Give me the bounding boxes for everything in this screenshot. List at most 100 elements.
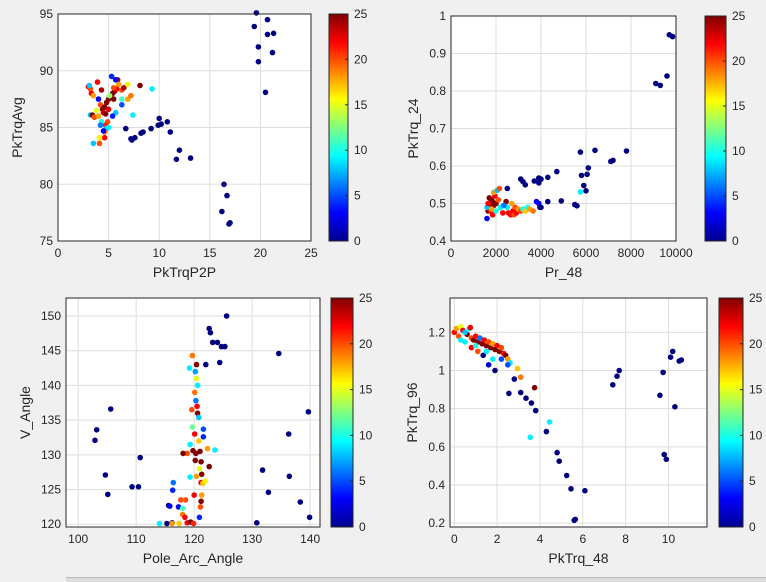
colorbar-tick-label: 20	[749, 337, 763, 351]
scatter-point	[546, 419, 553, 425]
scatter-point	[194, 382, 201, 389]
y-tick-label: 0.6	[429, 159, 446, 173]
scatter-point	[505, 362, 511, 368]
axes-frame	[450, 15, 677, 242]
scatter-point	[189, 424, 196, 430]
scatter-point	[614, 373, 620, 380]
scatter-point	[119, 96, 125, 102]
scatter-point	[105, 124, 112, 131]
scatter-point	[262, 89, 269, 96]
colorbar-tick-label: 10	[732, 144, 746, 158]
scatter-point	[130, 112, 136, 118]
scatter-point	[577, 149, 584, 155]
scatter-point	[661, 451, 667, 458]
y-axis-label: PkTrq_24	[405, 98, 421, 158]
scatter-point	[472, 342, 479, 349]
scatter-point	[522, 182, 529, 188]
colorbar-tick-label: 5	[732, 189, 739, 203]
x-axis-label: Pole_Arc_Angle	[143, 550, 244, 566]
scatter-point	[490, 356, 496, 362]
scatter-point	[554, 168, 560, 175]
scatter-point	[264, 31, 271, 38]
scatter-point	[167, 503, 173, 510]
scatter-point	[204, 445, 211, 452]
colorbar-tick-label: 5	[359, 474, 366, 488]
colorbar	[718, 297, 744, 528]
scatter-point	[532, 407, 539, 414]
scatter-point	[500, 210, 506, 216]
scatter-point	[488, 206, 495, 212]
scatter-point	[95, 113, 102, 119]
y-tick-label: 90	[40, 64, 54, 78]
scatter-point	[484, 215, 490, 222]
scatter-point	[222, 343, 228, 350]
scatter-point	[107, 406, 114, 412]
colorbar-tick-label: 15	[359, 383, 373, 397]
scatter-point	[95, 96, 102, 102]
y-tick-label: 125	[41, 483, 61, 497]
scatter-point	[468, 344, 475, 351]
scatter-point	[255, 58, 262, 65]
scatter-point	[672, 404, 678, 410]
y-tick-label: 150	[41, 309, 61, 323]
colorbar-tick-label: 25	[359, 291, 373, 305]
scatter-point	[475, 348, 481, 355]
scatter-point	[148, 125, 154, 132]
scatter-point	[523, 395, 529, 402]
scatter-point	[578, 172, 585, 179]
scatter-point	[462, 339, 468, 345]
x-tick-label: 25	[304, 246, 318, 260]
scatter-point	[97, 122, 104, 128]
axes-background	[450, 298, 707, 527]
y-tick-label: 0.4	[428, 478, 445, 492]
scatter-point	[197, 504, 204, 510]
x-tick-label: 0	[55, 246, 62, 260]
y-tick-label: 1	[439, 9, 446, 23]
y-tick-label: 130	[41, 448, 61, 462]
scatter-point	[112, 77, 119, 83]
y-tick-label: 0.5	[429, 197, 446, 211]
scatter-point	[197, 448, 203, 455]
scatter-point	[200, 434, 207, 440]
scatter-point	[511, 376, 518, 382]
scatter-point	[109, 113, 116, 119]
y-tick-label: 0.6	[428, 440, 445, 454]
scatter-point	[660, 369, 666, 376]
scatter-point	[501, 202, 507, 209]
x-tick-label: 2000	[483, 246, 510, 260]
scatter-point	[170, 479, 177, 486]
scatter-point	[187, 474, 193, 480]
x-tick-label: 10000	[659, 246, 693, 260]
scatter-point	[543, 428, 550, 435]
x-axis-label: PkTrqP2P	[153, 264, 216, 280]
scatter-point	[285, 431, 292, 437]
scatter-point	[93, 427, 100, 433]
scatter-point	[108, 73, 115, 80]
scatter-point	[198, 498, 204, 505]
scatter-point	[485, 362, 492, 368]
colorbar-tick-label: 20	[354, 52, 368, 66]
scatter-point	[173, 156, 180, 163]
scatter-point	[198, 471, 205, 478]
scatter-point	[90, 92, 97, 99]
scatter-point	[664, 73, 670, 79]
y-tick-label: 0.8	[428, 402, 445, 416]
scatter-point	[192, 368, 199, 375]
y-tick-label: 120	[41, 517, 61, 531]
scatter-point	[453, 325, 460, 332]
x-axis-label: PkTrq_48	[548, 550, 608, 566]
x-tick-label: 4000	[528, 246, 555, 260]
scatter-point	[531, 178, 538, 184]
scatter-point	[582, 487, 588, 494]
scatter-point	[286, 473, 293, 480]
x-tick-label: 130	[242, 532, 262, 546]
scatter-point	[653, 80, 659, 87]
scatter-point	[485, 200, 491, 207]
y-tick-label: 135	[41, 413, 61, 427]
scatter-point	[226, 221, 232, 227]
scatter-point	[472, 333, 479, 340]
x-tick-label: 2	[494, 532, 501, 546]
scatter-point	[94, 79, 101, 85]
scatter-point	[667, 354, 674, 361]
scatter-point	[490, 341, 496, 347]
